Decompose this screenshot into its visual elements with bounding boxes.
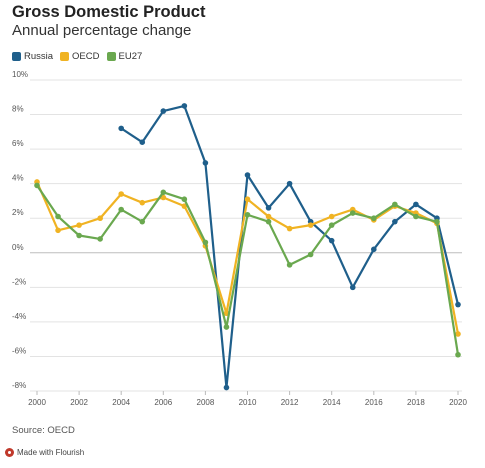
data-point-russia[interactable] [349,284,356,291]
series-lines [34,103,461,391]
y-tick-label: 10% [12,70,28,79]
y-tick-label: 2% [12,208,24,217]
legend-swatch-oecd [60,52,70,61]
flourish-credit[interactable]: Made with Flourish [5,448,84,457]
data-point-oecd[interactable] [307,222,314,228]
x-tick-label: 2014 [323,398,341,407]
x-axis: 2000 2002 2004 2006 2008 2010 2012 2014 2016 2018… [28,391,467,407]
data-point-russia[interactable] [286,180,293,187]
series-line-russia [120,104,460,389]
data-point-russia[interactable] [244,172,251,178]
data-point-oecd[interactable] [286,225,293,232]
x-tick-label: 2000 [28,398,46,407]
chart-title: Gross Domestic Product [12,3,206,21]
data-point-eu27[interactable] [434,218,440,225]
legend-swatch-russia [12,52,21,61]
legend-item-russia[interactable]: Russia [12,51,53,62]
x-tick-label: 2016 [365,398,383,407]
data-point-russia[interactable] [392,218,398,225]
data-point-eu27[interactable] [202,239,209,246]
data-point-oecd[interactable] [97,215,103,222]
data-point-eu27[interactable] [160,189,167,196]
legend-label-eu27: EU27 [118,51,143,62]
legend-label-russia: Russia [24,51,54,62]
data-point-eu27[interactable] [97,236,103,242]
x-tick-label: 2010 [239,398,257,407]
flourish-logo-icon [5,448,14,457]
y-axis: 10% 8% 6% 4% 2% 0% -2% -4% -6% -8% [12,70,28,390]
data-point-eu27[interactable] [118,206,124,213]
data-point-eu27[interactable] [139,218,146,225]
data-point-eu27[interactable] [181,196,188,203]
data-point-russia[interactable] [455,301,461,308]
data-point-russia[interactable] [202,160,209,166]
data-point-russia[interactable] [371,246,377,253]
series-russia [118,103,461,391]
legend-item-oecd[interactable]: OECD [60,51,100,62]
x-tick-label: 2012 [281,398,299,407]
source-note: Source: OECD [12,425,75,436]
data-point-eu27[interactable] [392,201,398,208]
y-tick-label: 8% [12,105,24,114]
data-point-eu27[interactable] [244,211,251,218]
data-point-oecd[interactable] [265,213,272,220]
y-tick-label: -2% [12,277,26,286]
data-point-oecd[interactable] [55,227,61,234]
series-eu27 [34,182,461,358]
x-tick-label: 2004 [112,398,130,407]
data-point-russia[interactable] [328,237,335,244]
flourish-label: Made with Flourish [17,448,85,457]
data-point-eu27[interactable] [371,215,377,222]
y-tick-label: 4% [12,174,24,183]
data-point-eu27[interactable] [349,210,356,216]
data-point-eu27[interactable] [413,213,419,220]
data-point-eu27[interactable] [34,182,40,189]
data-point-eu27[interactable] [307,251,314,258]
y-tick-label: 6% [12,139,24,148]
data-point-russia[interactable] [413,201,419,208]
chart-subtitle: Annual percentage change [12,22,192,39]
data-point-eu27[interactable] [265,218,272,225]
y-tick-label: -4% [12,312,26,321]
legend-label-oecd: OECD [72,51,100,62]
legend-item-eu27[interactable]: EU27 [106,51,143,62]
data-point-oecd[interactable] [455,331,461,337]
data-point-oecd[interactable] [139,199,146,206]
data-point-eu27[interactable] [76,232,82,239]
x-tick-label: 2002 [70,398,88,407]
data-point-russia[interactable] [139,139,146,145]
legend-swatch-eu27 [106,52,116,61]
data-point-oecd[interactable] [76,222,82,228]
y-tick-label: -8% [12,381,26,390]
series-line-eu27 [36,184,460,355]
x-tick-label: 2020 [449,398,467,407]
legend: Russia OECD EU27 [12,51,142,62]
grid [30,79,462,392]
data-point-eu27[interactable] [55,213,61,220]
data-point-eu27[interactable] [286,262,293,268]
data-point-eu27[interactable] [455,351,461,358]
data-point-russia[interactable] [223,384,230,391]
data-point-russia[interactable] [265,205,272,211]
data-point-oecd[interactable] [328,213,335,220]
data-point-oecd[interactable] [118,191,124,197]
x-tick-label: 2006 [154,398,172,407]
data-point-russia[interactable] [118,125,124,132]
data-point-oecd[interactable] [181,203,188,209]
data-point-oecd[interactable] [244,196,251,203]
y-tick-label: 0% [12,243,24,252]
data-point-russia[interactable] [181,103,188,109]
data-point-eu27[interactable] [223,324,230,330]
data-point-russia[interactable] [160,108,167,114]
x-tick-label: 2008 [197,398,215,407]
y-tick-label: -6% [12,346,26,355]
x-tick-label: 2018 [407,398,425,407]
data-point-eu27[interactable] [328,222,335,228]
